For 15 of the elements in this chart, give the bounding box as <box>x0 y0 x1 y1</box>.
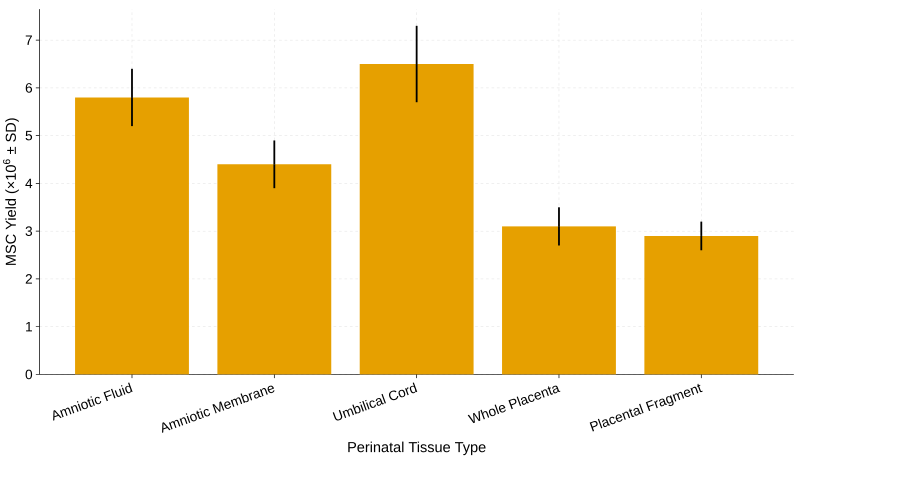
x-axis-title: Perinatal Tissue Type <box>348 442 486 456</box>
y-axis-title: MSC Yield (×10$^{6}$ ± SD) <box>3 118 19 266</box>
y-tick-label: 3 <box>26 226 32 236</box>
bar <box>360 64 474 375</box>
y-tick-label: 0 <box>26 370 32 380</box>
y-tick-label: 4 <box>25 178 32 188</box>
bar <box>644 236 758 375</box>
y-tick-label: 5 <box>26 130 32 140</box>
bar <box>502 226 616 375</box>
y-tick-label: 2 <box>26 274 32 284</box>
y-tick-label: 7 <box>26 36 32 45</box>
y-tick-label: 6 <box>26 83 32 93</box>
bar <box>75 98 189 375</box>
y-tick-label: 1 <box>26 322 32 332</box>
bar <box>217 164 332 375</box>
